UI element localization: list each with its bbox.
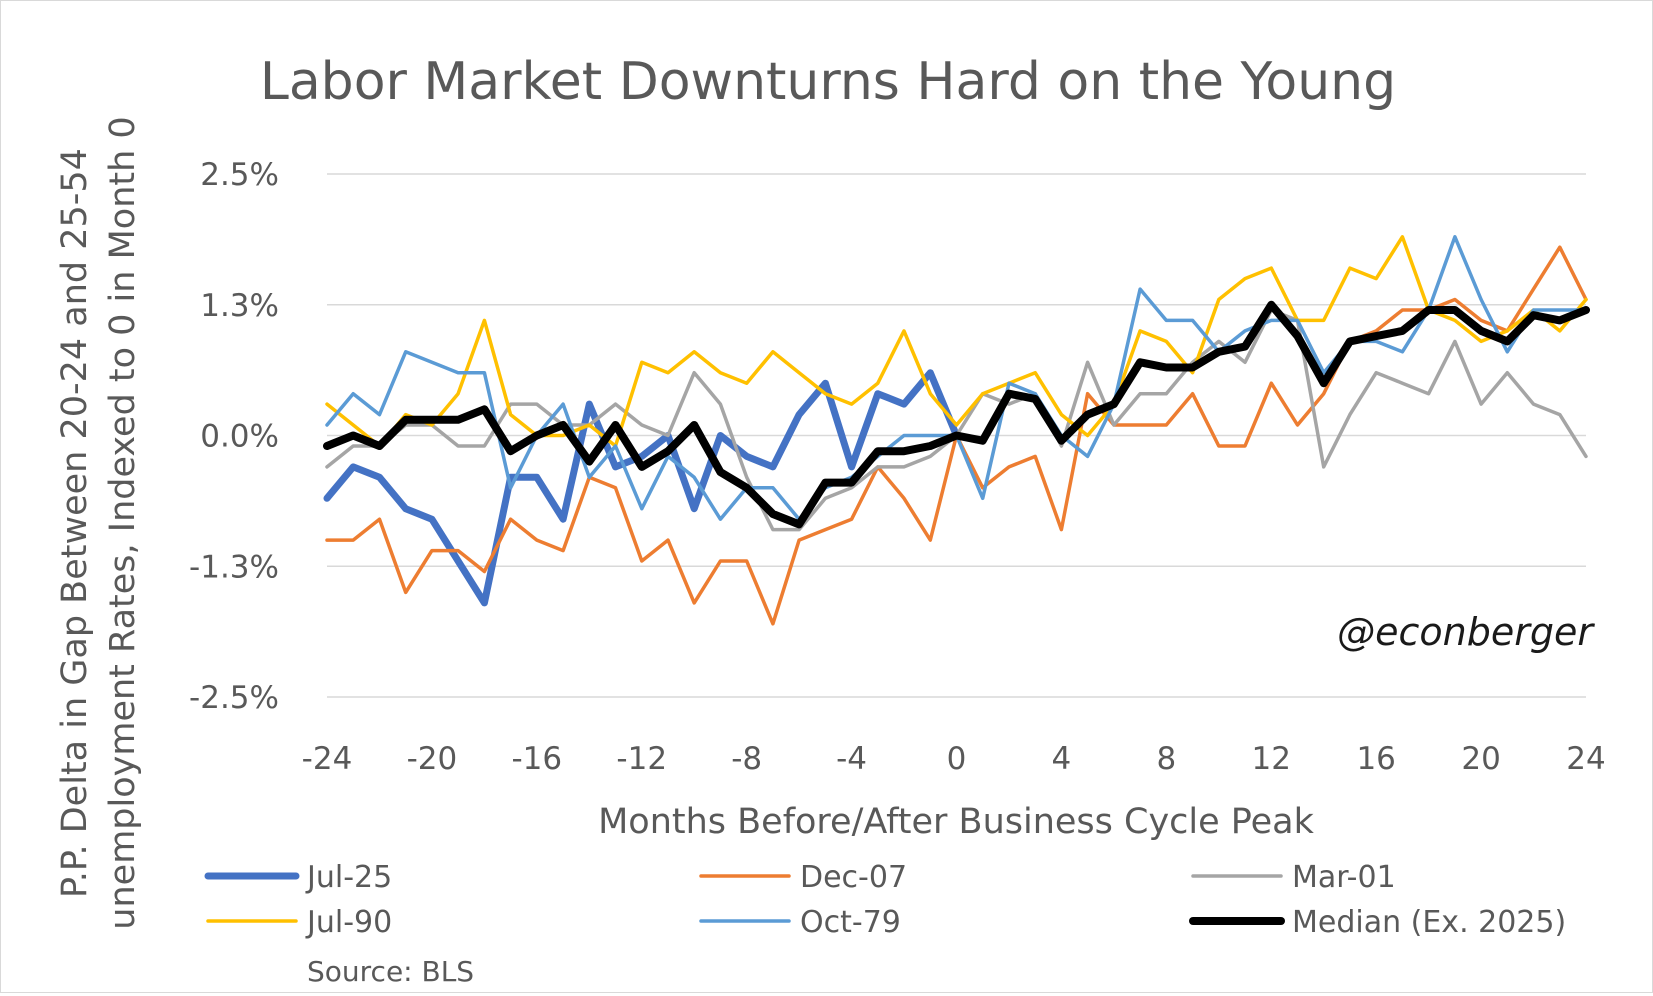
chart-title: Labor Market Downturns Hard on the Young [260, 52, 1396, 112]
y-axis-label-line-2: unemployment Rates, Indexed to 0 in Mont… [103, 116, 143, 929]
legend-label: Jul-25 [305, 860, 392, 895]
y-tick-label: 0.0% [200, 419, 279, 455]
legend-item: Median (Ex. 2025) [1189, 905, 1566, 940]
legend-label: Jul-90 [305, 905, 392, 940]
series-line-oct-79 [325, 235, 1588, 521]
legend-label: Oct-79 [800, 905, 901, 940]
x-tick-label: 16 [1356, 741, 1395, 777]
legend-label: Median (Ex. 2025) [1292, 905, 1566, 940]
legend-item: Jul-90 [206, 905, 392, 940]
legend-label: Dec-07 [800, 860, 907, 895]
x-tick-label: 24 [1566, 741, 1605, 777]
y-tick-label: -1.3% [189, 549, 279, 585]
legend: Jul-25 Dec-07 Mar-01 Jul-90 Oct-79 Median (Ex… [204, 860, 1566, 940]
source-note: Source: BLS [307, 955, 474, 988]
y-axis-ticks: 2.5% 1.3% 0.0% -1.3% -2.5% [189, 157, 279, 716]
y-axis-title: P.P. Delta in Gap Between 20-24 and 25-5… [55, 116, 143, 929]
legend-item: Mar-01 [1191, 860, 1396, 895]
y-tick-label: 1.3% [200, 288, 279, 324]
x-tick-label: -20 [407, 741, 458, 777]
watermark: @econberger [1337, 610, 1595, 654]
x-tick-label: 8 [1156, 741, 1176, 777]
x-tick-label: -8 [731, 741, 762, 777]
y-axis-label-line-1: P.P. Delta in Gap Between 20-24 and 25-5… [55, 148, 95, 898]
x-tick-label: -24 [302, 741, 353, 777]
x-axis-label: Months Before/After Business Cycle Peak [598, 802, 1315, 842]
x-tick-label: 20 [1461, 741, 1500, 777]
y-tick-label: 2.5% [200, 157, 279, 193]
x-tick-label: -12 [616, 741, 667, 777]
legend-label: Mar-01 [1292, 860, 1396, 895]
series-line-jul-90 [325, 235, 1588, 448]
x-tick-label: 12 [1252, 741, 1291, 777]
x-axis-ticks: -24 -20 -16 -12 -8 -4 0 4 8 12 16 20 24 [302, 741, 1606, 777]
legend-item: Oct-79 [699, 905, 901, 940]
legend-item: Jul-25 [204, 860, 392, 895]
legend-item: Dec-07 [699, 860, 907, 895]
x-tick-label: 4 [1052, 741, 1072, 777]
series-line-median-ex-2025 [323, 300, 1590, 529]
x-tick-label: 0 [947, 741, 967, 777]
x-tick-label: -4 [836, 741, 867, 777]
y-tick-label: -2.5% [189, 680, 279, 716]
x-tick-label: -16 [512, 741, 563, 777]
series-line-jul-25 [323, 369, 960, 607]
series-lines [323, 235, 1590, 626]
